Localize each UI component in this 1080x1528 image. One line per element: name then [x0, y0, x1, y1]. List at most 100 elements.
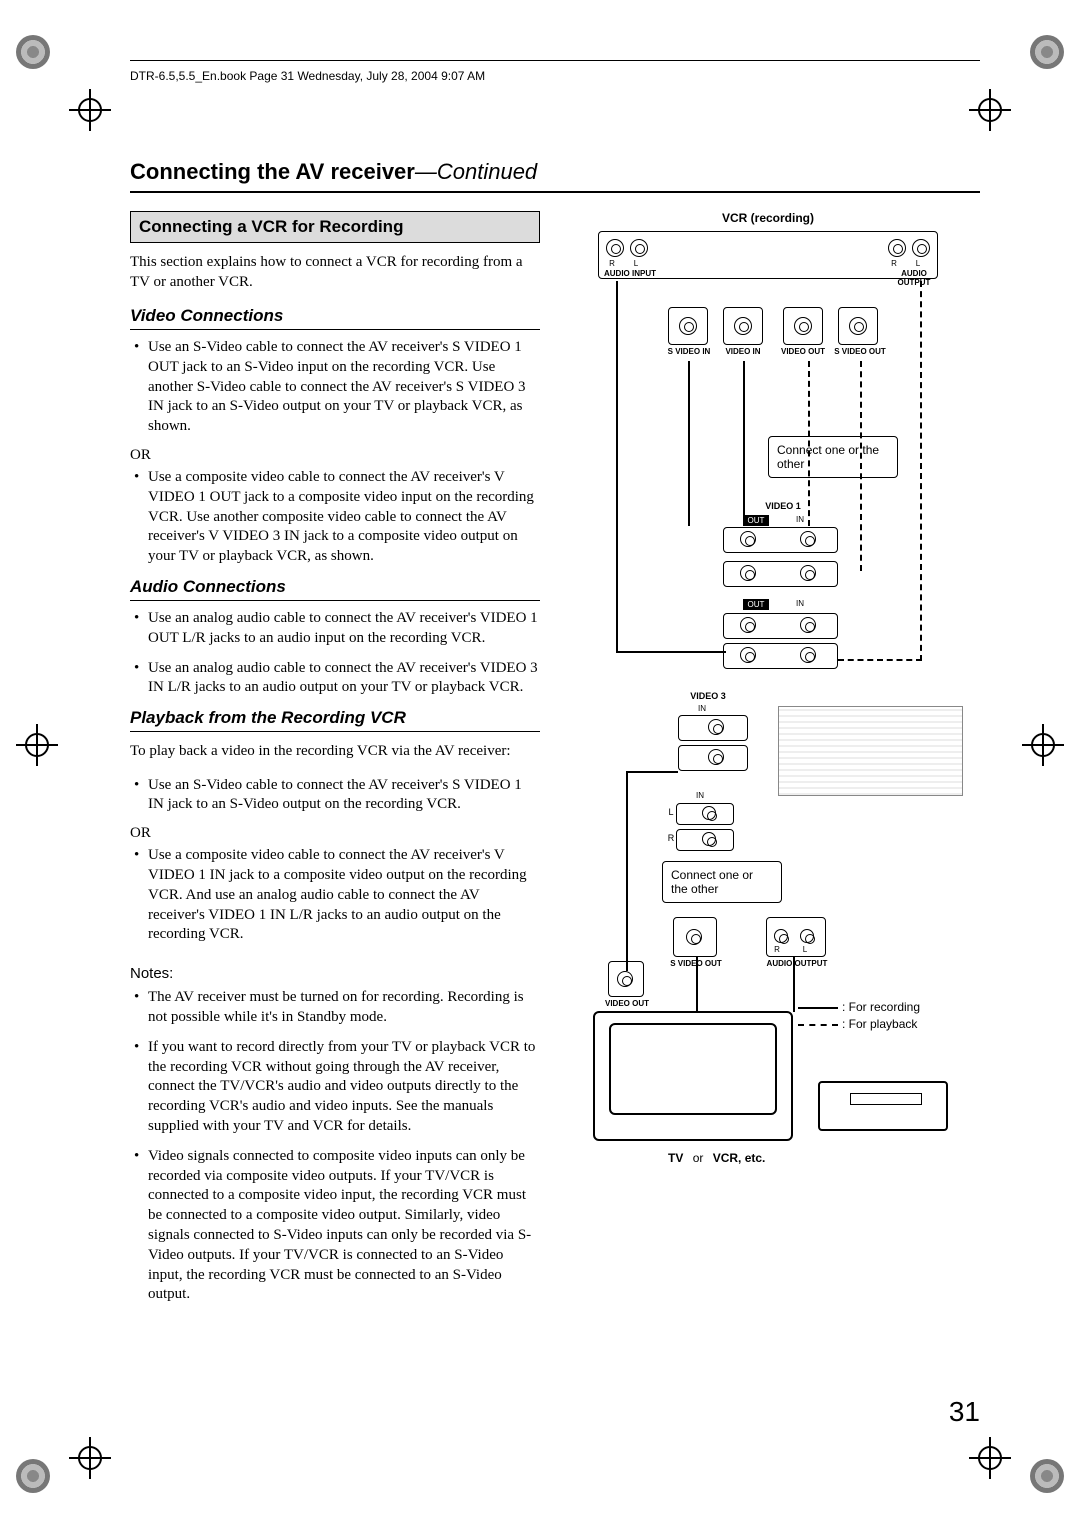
l-label: L	[666, 807, 676, 817]
notes-list: The AV receiver must be turned on for re…	[130, 988, 540, 1305]
list-item: Use a composite video cable to connect t…	[130, 846, 540, 945]
jack-icon	[617, 971, 633, 987]
tv-icon	[593, 1011, 793, 1141]
list-item: Use an analog audio cable to connect the…	[130, 609, 540, 649]
jack-label: R	[606, 259, 618, 268]
connection-diagram: VCR (recording) R L AUDIO INPUT R L AUDI…	[568, 211, 968, 1211]
jack-icon	[800, 565, 816, 581]
jack-icon	[912, 239, 930, 257]
or-label: OR	[130, 447, 540, 464]
r-label: R	[666, 833, 676, 843]
jack-group-label: AUDIO OUTPUT	[884, 269, 944, 287]
jack-icon	[708, 749, 724, 765]
jack-icon	[800, 531, 816, 547]
cable-dash-icon	[838, 659, 922, 661]
in-label: IN	[691, 791, 709, 800]
jack-label: VIDEO IN	[720, 347, 766, 356]
in-label: IN	[693, 704, 711, 713]
running-header: DTR-6.5,5.5_En.book Page 31 Wednesday, J…	[130, 65, 980, 89]
registration-mark-icon	[1030, 35, 1064, 69]
receiver-back-panel-icon	[778, 706, 963, 796]
cable-dash-icon	[860, 361, 862, 571]
crop-mark-icon	[975, 95, 1005, 125]
jack-label: S VIDEO OUT	[832, 347, 888, 356]
callout-text: Connect one or the other	[671, 868, 753, 896]
group-label: VIDEO 1	[753, 501, 813, 511]
subheading-playback: Playback from the Recording VCR	[130, 708, 540, 732]
crop-mark-icon	[22, 730, 52, 760]
jack-icon	[708, 719, 724, 735]
l-label: L	[800, 945, 810, 954]
cable-line-icon	[626, 771, 678, 773]
cable-line-icon	[793, 957, 795, 1012]
jack-label: L	[912, 259, 924, 268]
legend: : For recording : For playback	[798, 999, 920, 1033]
jack-label: S VIDEO IN	[664, 347, 714, 356]
header-rule	[130, 60, 980, 61]
jack-icon	[679, 317, 697, 335]
jack-label: R	[888, 259, 900, 268]
cable-line-icon	[626, 771, 628, 971]
group-label: VIDEO 3	[683, 691, 733, 701]
legend-text: : For playback	[842, 1017, 917, 1031]
playback-intro: To play back a video in the recording VC…	[130, 742, 540, 762]
jack-icon	[686, 929, 702, 945]
cable-line-icon	[743, 361, 745, 526]
list-item: Use an S-Video cable to connect the AV r…	[130, 338, 540, 437]
vcr-icon	[818, 1081, 948, 1131]
chapter-title-main: Connecting the AV receiver	[130, 159, 415, 184]
vcr-etc-label: VCR, etc.	[713, 1151, 766, 1165]
right-column: VCR (recording) R L AUDIO INPUT R L AUDI…	[568, 211, 980, 1315]
dash-line-icon	[798, 1024, 838, 1026]
subheading-audio: Audio Connections	[130, 577, 540, 601]
jack-label: AUDIO OUTPUT	[764, 959, 830, 968]
two-column-layout: Connecting a VCR for Recording This sect…	[130, 211, 980, 1315]
playback-list: Use an S-Video cable to connect the AV r…	[130, 776, 540, 816]
cable-dash-icon	[808, 361, 810, 526]
jack-label: VIDEO OUT	[778, 347, 828, 356]
jack-icon	[888, 239, 906, 257]
jack-label: L	[630, 259, 642, 268]
page-number: 31	[949, 1396, 980, 1428]
list-item: Video signals connected to composite vid…	[130, 1147, 540, 1305]
section-heading-bar: Connecting a VCR for Recording	[130, 211, 540, 243]
jack-icon	[740, 647, 756, 663]
notes-heading: Notes:	[130, 965, 540, 982]
section-intro: This section explains how to connect a V…	[130, 253, 540, 292]
jack-group-label: AUDIO INPUT	[600, 269, 660, 278]
crop-mark-icon	[1028, 730, 1058, 760]
callout-box: Connect one or the other	[662, 861, 782, 903]
legend-playback: : For playback	[798, 1016, 920, 1033]
callout-text: Connect one or the other	[777, 443, 879, 471]
list-item: Use a composite video cable to connect t…	[130, 468, 540, 567]
callout-box: Connect one or the other	[768, 436, 898, 478]
or-label: or	[693, 1151, 704, 1165]
list-item: Use an analog audio cable to connect the…	[130, 659, 540, 699]
jack-icon	[630, 239, 648, 257]
in-label: IN	[790, 599, 810, 608]
jack-icon	[740, 531, 756, 547]
crop-mark-icon	[75, 1443, 105, 1473]
cable-line-icon	[688, 361, 690, 526]
out-label: OUT	[743, 599, 769, 610]
in-label: IN	[790, 515, 810, 524]
registration-mark-icon	[16, 35, 50, 69]
diagram-vcr-label: VCR (recording)	[568, 211, 968, 225]
jack-icon	[702, 806, 716, 820]
chapter-title: Connecting the AV receiver—Continued	[130, 159, 980, 193]
out-label: OUT	[743, 515, 769, 526]
jack-icon	[800, 617, 816, 633]
jack-icon	[734, 317, 752, 335]
jack-icon	[800, 929, 814, 943]
solid-line-icon	[798, 1007, 838, 1009]
crop-mark-icon	[975, 1443, 1005, 1473]
jack-icon	[702, 832, 716, 846]
or-label: OR	[130, 825, 540, 842]
video-list: Use an S-Video cable to connect the AV r…	[130, 338, 540, 437]
registration-mark-icon	[1030, 1459, 1064, 1493]
cable-line-icon	[696, 957, 698, 1012]
page: DTR-6.5,5.5_En.book Page 31 Wednesday, J…	[0, 0, 1080, 1528]
list-item: Use an S-Video cable to connect the AV r…	[130, 776, 540, 816]
list-item: If you want to record directly from your…	[130, 1038, 540, 1137]
audio-list: Use an analog audio cable to connect the…	[130, 609, 540, 698]
